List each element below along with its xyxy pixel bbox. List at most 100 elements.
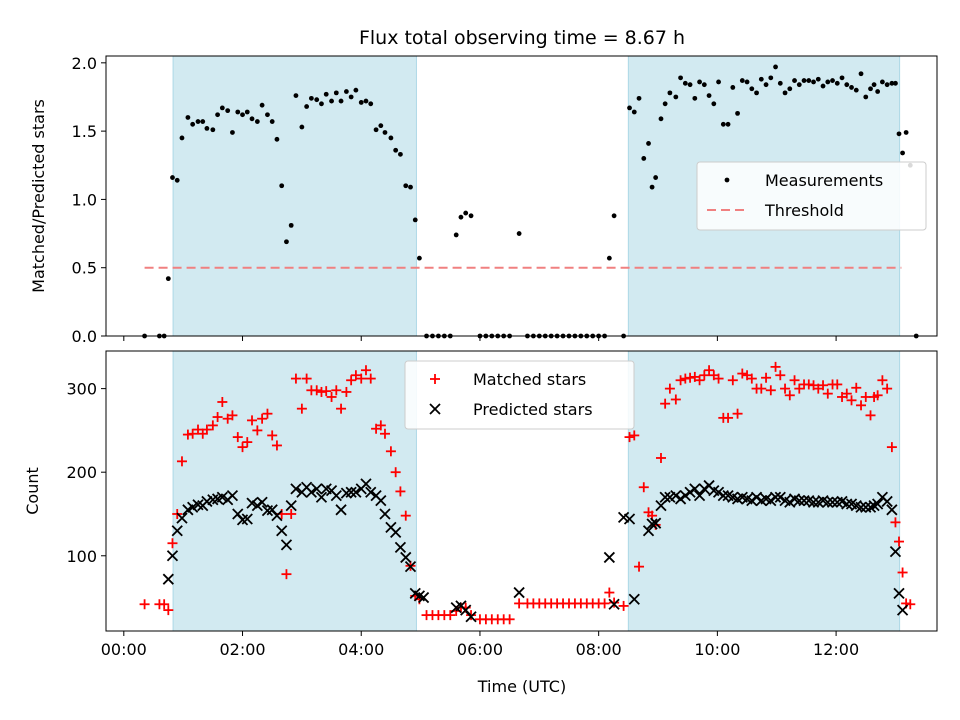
data-point	[388, 135, 394, 141]
observing-window-shade	[172, 55, 417, 337]
x-tick-label: 12:00	[813, 640, 859, 659]
data-point	[230, 130, 235, 135]
x-marker-b	[722, 489, 734, 502]
x-tick-label: 04:00	[338, 640, 384, 659]
y-tick-label: 200	[66, 463, 97, 482]
x-marker-b	[166, 550, 179, 562]
data-point	[900, 150, 905, 156]
x-marker-b	[679, 489, 691, 502]
observing-window-shade	[627, 350, 901, 632]
x-marker-b	[623, 513, 636, 525]
data-point	[219, 105, 225, 111]
x-marker-b	[290, 483, 302, 495]
data-point	[896, 131, 902, 137]
chart-title: Flux total observing time = 8.67 h	[359, 27, 685, 49]
y-tick-label: 0.0	[72, 327, 97, 346]
x-marker-b	[276, 525, 288, 537]
data-point	[641, 156, 647, 161]
x-marker-b	[881, 495, 893, 508]
x-tick-label: 08:00	[576, 640, 622, 659]
x-marker-b	[860, 501, 872, 513]
data-point	[903, 130, 909, 135]
y-tick-label: 2.0	[72, 54, 97, 73]
x-marker-b	[817, 494, 829, 507]
data-point	[787, 86, 793, 92]
data-point	[299, 124, 305, 130]
x-marker-b	[674, 493, 687, 505]
data-point	[333, 90, 339, 96]
x-marker-b	[746, 494, 758, 507]
data-point	[403, 183, 409, 189]
data-point	[730, 85, 736, 90]
legend-label: Predicted stars	[473, 400, 593, 419]
axes-frame	[105, 55, 938, 337]
data-point	[716, 79, 721, 85]
data-point	[782, 90, 788, 96]
legend-label: Threshold	[764, 201, 844, 220]
x-marker-b	[886, 504, 898, 516]
data-point	[516, 231, 522, 236]
data-point	[417, 255, 422, 261]
x-marker-b	[798, 494, 810, 507]
data-point	[815, 76, 821, 82]
x-marker-b	[803, 494, 815, 507]
data-point	[468, 213, 474, 219]
data-point	[653, 175, 659, 180]
x-marker-b	[855, 501, 867, 513]
data-point	[254, 119, 260, 124]
x-marker-b	[176, 512, 188, 524]
x-marker-b	[650, 517, 662, 529]
data-point	[687, 82, 693, 88]
data-point	[288, 222, 294, 228]
data-point	[858, 71, 864, 77]
data-point	[259, 102, 265, 108]
data-point	[777, 80, 783, 86]
panel-measurements: 0.0 0.5 1.0 1.5 2.0 Matched/Predicted stars Me…	[29, 54, 938, 346]
x-marker-b	[394, 541, 407, 554]
x-axis-label: Time (UTC)	[477, 677, 566, 696]
x-marker-b	[417, 591, 430, 604]
data-point	[646, 141, 651, 146]
x-marker-b	[736, 491, 748, 503]
data-point	[190, 121, 196, 127]
data-point	[235, 109, 241, 115]
x-marker-b	[226, 489, 239, 502]
x-marker-b	[251, 499, 263, 512]
data-point	[329, 98, 334, 104]
data-point	[834, 80, 840, 86]
x-marker-b	[727, 491, 739, 503]
data-point	[825, 79, 831, 85]
data-point	[820, 83, 826, 89]
data-point	[363, 98, 369, 104]
legend-box	[696, 161, 927, 231]
x-marker-b	[350, 486, 362, 498]
data-point	[636, 95, 642, 101]
data-point	[185, 115, 191, 120]
x-marker-b	[404, 561, 417, 573]
data-point	[749, 86, 755, 92]
data-point	[269, 119, 275, 124]
data-point	[758, 76, 764, 82]
legend-box	[404, 360, 635, 430]
data-point	[853, 87, 859, 93]
x-marker-b	[698, 483, 710, 495]
x-marker-b	[760, 493, 772, 505]
data-point	[174, 177, 180, 183]
x-marker-b	[841, 498, 853, 510]
data-point	[744, 79, 750, 85]
data-point	[725, 121, 731, 127]
x-marker-b	[375, 494, 387, 507]
x-marker-b	[320, 483, 332, 495]
data-point	[811, 79, 816, 85]
data-point	[393, 147, 399, 153]
data-point	[768, 75, 774, 81]
x-marker-b	[896, 604, 909, 616]
data-point	[724, 177, 730, 183]
x-marker-b	[868, 499, 880, 512]
data-point	[453, 232, 459, 238]
x-marker-b	[826, 496, 839, 508]
x-marker-b	[171, 525, 183, 537]
x-marker-b	[693, 489, 706, 502]
data-point	[458, 214, 464, 220]
data-point	[678, 75, 683, 81]
